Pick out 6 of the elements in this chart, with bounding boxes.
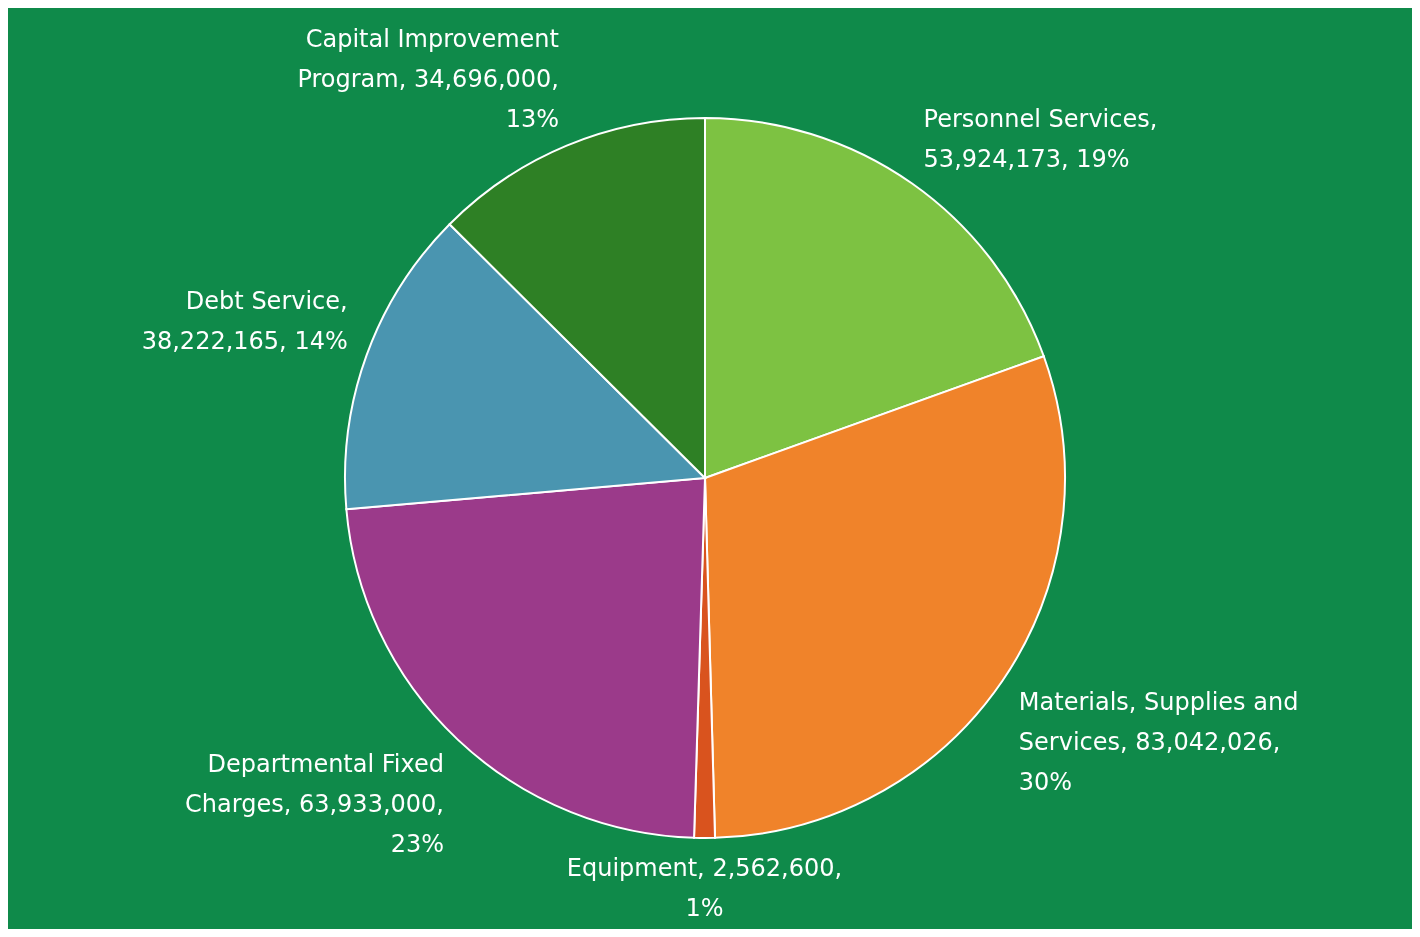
slice-label: Personnel Services, 53,924,173, 19% — [923, 105, 1158, 174]
slice-label: Materials, Supplies and Services, 83,042,026, 30% — [1018, 688, 1299, 797]
slice-label: Equipment, 2,562,600, 1% — [566, 854, 843, 922]
slice-label: Debt Service, 38,222,165, 14% — [141, 286, 348, 355]
slice-label: Departmental Fixed Charges, 63,933,000, 23% — [185, 750, 444, 859]
slice-label: Capital Improvement Program, 34,696,000, 13% — [297, 25, 559, 134]
